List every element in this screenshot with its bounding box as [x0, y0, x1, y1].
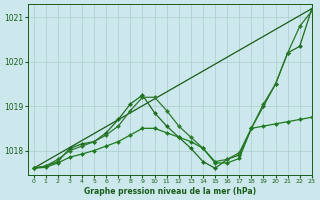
X-axis label: Graphe pression niveau de la mer (hPa): Graphe pression niveau de la mer (hPa): [84, 187, 256, 196]
